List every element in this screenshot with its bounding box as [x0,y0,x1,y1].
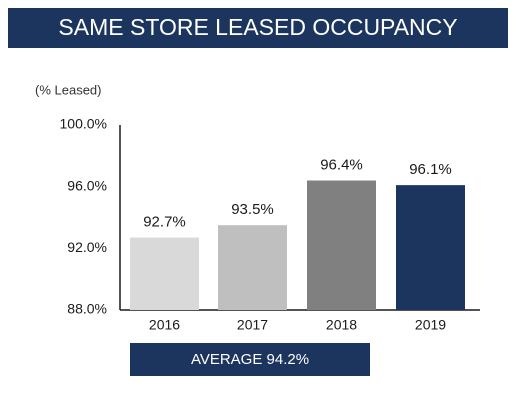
average-label: AVERAGE 94.2% [191,351,309,368]
bar [130,237,199,310]
x-tick-label: 2019 [415,317,446,333]
chart-title: SAME STORE LEASED OCCUPANCY [58,14,457,40]
y-tick-label: 88.0% [67,301,107,317]
x-tick-label: 2017 [237,317,268,333]
value-label: 93.5% [231,201,274,218]
value-label: 92.7% [143,214,186,231]
y-tick-label: 96.0% [67,177,107,193]
y-tick-label: 92.0% [67,239,107,255]
x-tick-label: 2018 [326,317,357,333]
x-tick-label: 2016 [149,317,180,333]
bar [396,185,465,310]
bar [307,180,376,310]
bar [218,225,287,310]
y-axis-label: (% Leased) [35,82,101,97]
value-label: 96.4% [320,156,363,173]
title-banner [8,8,508,48]
y-tick-label: 100.0% [60,116,107,132]
value-label: 96.1% [409,161,452,178]
average-box [130,343,370,376]
